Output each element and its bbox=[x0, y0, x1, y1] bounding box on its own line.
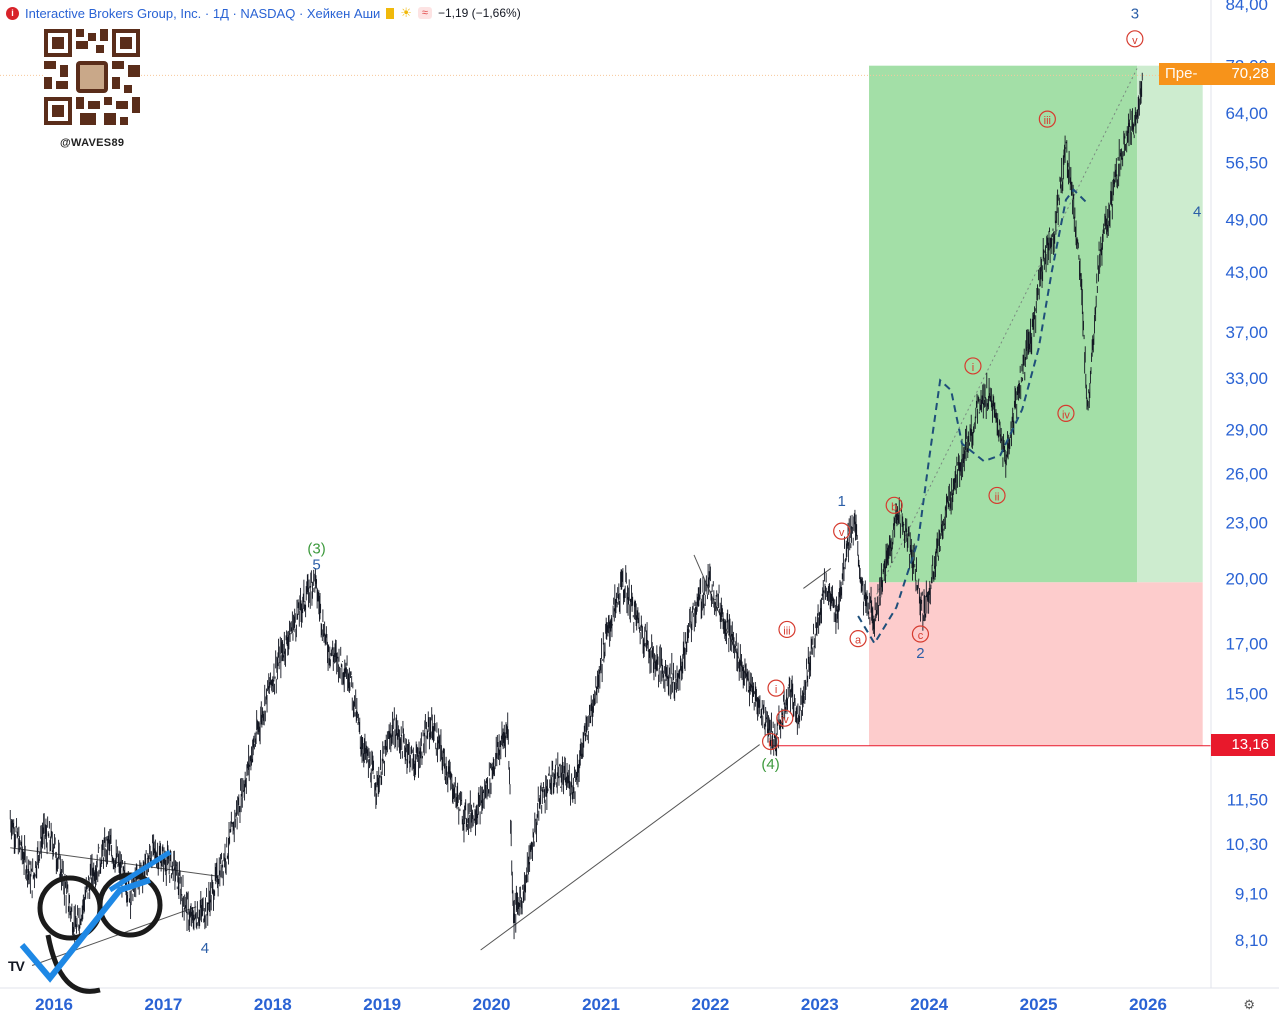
stop-price-tag: 13,16 bbox=[1211, 734, 1275, 756]
current-price-label: Пре- bbox=[1165, 65, 1198, 82]
time-tick-label: 2024 bbox=[910, 995, 948, 1014]
position-zones bbox=[869, 65, 1203, 746]
wave-label: v bbox=[1132, 35, 1138, 47]
time-axis[interactable]: 2016 2017 2018 2019 2020 2021 2022 2023 2024 2025… bbox=[35, 995, 1167, 1014]
price-tick-label: 20,00 bbox=[1225, 569, 1268, 588]
wave-circle bbox=[1057, 404, 1075, 422]
wave-label: iv bbox=[1062, 409, 1070, 421]
price-axis[interactable]: 84,0072,0064,0056,5049,0043,0037,0033,00… bbox=[1225, 0, 1268, 950]
trendline bbox=[803, 568, 832, 589]
wave-circle bbox=[849, 630, 867, 648]
wave-circle bbox=[833, 522, 851, 540]
wave-circle bbox=[776, 709, 794, 727]
price-tick-label: 11,50 bbox=[1227, 791, 1268, 810]
price-tick-label: 64,00 bbox=[1225, 104, 1268, 123]
wave-circle bbox=[767, 679, 785, 697]
projection-path bbox=[857, 188, 1089, 646]
time-tick-label: 2023 bbox=[801, 995, 839, 1014]
wave-label: 4 bbox=[1193, 204, 1201, 221]
price-tick-label: 26,00 bbox=[1225, 464, 1268, 483]
wave-label: 2 bbox=[916, 645, 924, 662]
wave-circle bbox=[885, 496, 903, 514]
wave-label: i bbox=[972, 362, 974, 374]
author-handle: @WAVES89 bbox=[60, 137, 125, 149]
wave-label: iii bbox=[1044, 115, 1051, 127]
wave-label: (3) bbox=[307, 540, 325, 557]
price-tick-label: 37,00 bbox=[1225, 323, 1268, 342]
wave-circle bbox=[1038, 110, 1056, 128]
price-tick-label: 23,00 bbox=[1225, 513, 1268, 532]
profit-zone bbox=[869, 65, 1138, 583]
time-tick-label: 2022 bbox=[691, 995, 729, 1014]
tradingview-logo: TV bbox=[8, 958, 25, 974]
qr-code-icon bbox=[44, 29, 140, 125]
price-tick-label: 8,10 bbox=[1235, 931, 1268, 950]
current-price-tag: Пре- 70,28 bbox=[1159, 63, 1275, 85]
price-tick-label: 43,00 bbox=[1225, 263, 1268, 282]
time-tick-label: 2018 bbox=[254, 995, 292, 1014]
price-candles bbox=[9, 72, 1143, 946]
price-tick-label: 15,00 bbox=[1225, 684, 1268, 703]
time-tick-label: 2021 bbox=[582, 995, 620, 1014]
settings-gear-icon[interactable]: ⚙ bbox=[1243, 997, 1255, 1012]
time-tick-label: 2025 bbox=[1020, 995, 1058, 1014]
time-tick-label: 2026 bbox=[1129, 995, 1167, 1014]
wave-label: ii bbox=[768, 738, 773, 750]
wave-circle bbox=[778, 620, 796, 639]
wave-label: ii bbox=[995, 491, 1000, 503]
wave-label: (4) bbox=[761, 756, 779, 773]
wave-label: 1 bbox=[838, 493, 846, 510]
time-tick-label: 2019 bbox=[363, 995, 401, 1014]
price-tick-label: 17,00 bbox=[1225, 634, 1268, 653]
wave-label: v bbox=[839, 527, 845, 539]
trendline bbox=[31, 906, 197, 966]
current-price-value: 70,28 bbox=[1231, 65, 1269, 82]
time-tick-label: 2017 bbox=[144, 995, 182, 1014]
wave-label: a bbox=[855, 635, 862, 647]
time-tick-label: 2020 bbox=[473, 995, 511, 1014]
price-tick-label: 33,00 bbox=[1225, 369, 1268, 388]
symbol-title[interactable]: Interactive Brokers Group, Inc. · 1Д · N… bbox=[25, 5, 381, 21]
wave-label: c bbox=[918, 630, 924, 642]
trendline bbox=[874, 68, 1138, 600]
wave-label: iii bbox=[783, 625, 790, 637]
projection-line bbox=[857, 188, 1089, 646]
price-tick-label: 29,00 bbox=[1225, 421, 1268, 440]
time-tick-label: 2016 bbox=[35, 995, 73, 1014]
ibkr-logo-icon: i bbox=[6, 6, 19, 20]
wave-label: 5 bbox=[312, 556, 320, 573]
trendline bbox=[480, 744, 760, 951]
wave-circle bbox=[1126, 30, 1144, 48]
price-tick-label: 49,00 bbox=[1225, 211, 1268, 230]
profit-zone-extension bbox=[1137, 65, 1203, 583]
wave-label: iv bbox=[781, 714, 789, 726]
price-tick-label: 9,10 bbox=[1235, 884, 1268, 903]
wave-circle bbox=[761, 732, 780, 751]
price-tick-label: 10,30 bbox=[1225, 835, 1268, 854]
price-change: −1,19 (−1,66%) bbox=[437, 6, 521, 20]
loss-zone bbox=[869, 582, 1203, 746]
wave-circle bbox=[911, 625, 930, 643]
logo-89-watermark bbox=[19, 849, 172, 994]
sun-icon: ☀ bbox=[400, 5, 412, 20]
reference-lines bbox=[0, 74, 1211, 747]
chart-header: i Interactive Brokers Group, Inc. · 1Д ·… bbox=[6, 4, 521, 22]
wave-circle bbox=[988, 486, 1006, 505]
wave-label: b bbox=[891, 501, 897, 513]
price-tick-label: 84,00 bbox=[1225, 0, 1268, 14]
status-chip: ≈ bbox=[417, 7, 432, 19]
wave-label: i bbox=[775, 684, 777, 696]
wave-label: 4 bbox=[201, 940, 209, 957]
flag-icon bbox=[386, 7, 395, 19]
wave-circle bbox=[964, 357, 982, 375]
price-tick-label: 56,50 bbox=[1225, 154, 1268, 173]
wave-label: 3 bbox=[1131, 6, 1139, 23]
